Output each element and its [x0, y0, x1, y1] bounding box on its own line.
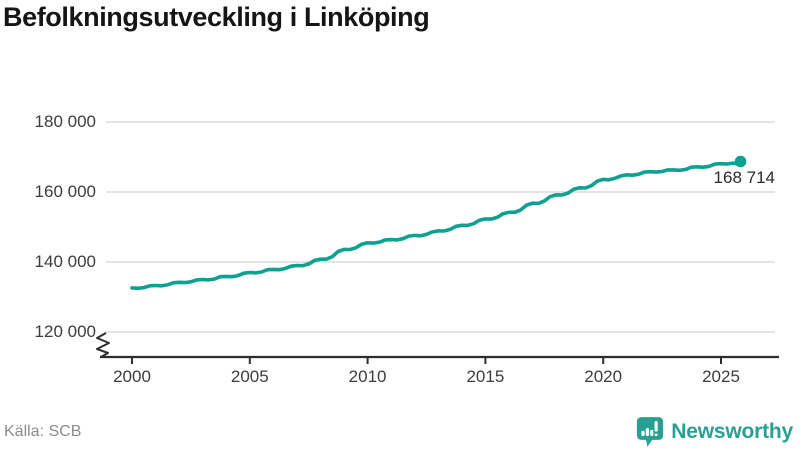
- x-axis-tick-label: 2005: [230, 367, 269, 386]
- newsworthy-bubble-chart-icon: [637, 417, 664, 447]
- x-axis-tick-label: 2020: [584, 367, 623, 386]
- chart-title: Befolkningsutveckling i Linköping: [3, 2, 430, 32]
- y-axis-tick-label: 140 000: [34, 252, 96, 271]
- source-label: Källa: SCB: [4, 423, 82, 440]
- x-axis-tick-label: 2000: [113, 367, 151, 386]
- y-axis-tick-label: 180 000: [34, 112, 96, 131]
- brand-name: Newsworthy: [671, 420, 793, 443]
- x-axis-tick-label: 2025: [702, 367, 740, 386]
- last-value-label: 168 714: [713, 168, 775, 187]
- axis-break-icon: [96, 332, 110, 358]
- x-axis-tick-label: 2015: [466, 367, 505, 386]
- newsworthy-logo[interactable]: Newsworthy: [636, 415, 793, 449]
- last-point-marker: [734, 155, 747, 168]
- x-axis-tick-label: 2010: [348, 367, 387, 386]
- y-axis-tick-label: 160 000: [34, 182, 96, 201]
- population-series-line: [130, 159, 743, 291]
- y-axis-tick-label: 120 000: [34, 322, 96, 341]
